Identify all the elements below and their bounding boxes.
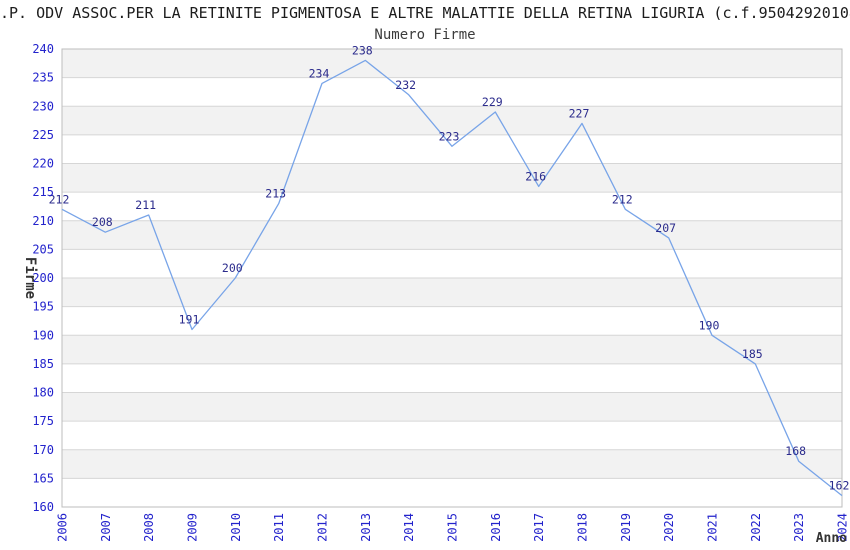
y-tick-label: 185 bbox=[32, 357, 54, 371]
x-tick-label: 2015 bbox=[446, 513, 460, 542]
data-point-label: 190 bbox=[699, 318, 720, 332]
data-point-label: 216 bbox=[525, 169, 546, 183]
data-point-label: 234 bbox=[309, 66, 330, 80]
x-axis-title: Anno bbox=[815, 531, 847, 546]
x-tick-label: 2018 bbox=[576, 513, 590, 542]
data-point-label: 168 bbox=[785, 444, 806, 458]
x-tick-label: 2006 bbox=[56, 513, 70, 542]
chart-subtitle: Numero Firme bbox=[374, 27, 476, 43]
plot-band bbox=[62, 163, 842, 193]
x-tick-label: 2024 bbox=[836, 513, 850, 542]
y-tick-label: 190 bbox=[32, 328, 54, 342]
plot-band bbox=[62, 449, 842, 479]
plot-band bbox=[62, 220, 842, 250]
x-tick-label: 2014 bbox=[402, 513, 416, 542]
plot-band bbox=[62, 49, 842, 78]
y-tick-label: 195 bbox=[32, 300, 54, 314]
x-tick-label: 2012 bbox=[316, 513, 330, 542]
data-point-label: 229 bbox=[482, 95, 503, 109]
x-tick-label: 2017 bbox=[532, 513, 546, 542]
x-tick-label: 2023 bbox=[792, 513, 806, 542]
y-tick-label: 165 bbox=[32, 471, 54, 485]
x-tick-label: 2011 bbox=[272, 513, 286, 542]
y-tick-label: 170 bbox=[32, 443, 54, 457]
data-point-label: 162 bbox=[829, 479, 850, 493]
y-tick-label: 220 bbox=[32, 157, 54, 171]
x-tick-label: 2009 bbox=[186, 513, 200, 542]
y-axis-title: Firme bbox=[22, 256, 38, 300]
plot-band bbox=[62, 392, 842, 422]
data-point-label: 207 bbox=[655, 221, 676, 235]
y-tick-label: 215 bbox=[32, 185, 54, 199]
data-point-label: 200 bbox=[222, 261, 243, 275]
data-point-label: 212 bbox=[49, 192, 70, 206]
x-tick-label: 2016 bbox=[489, 513, 503, 542]
data-point-label: 185 bbox=[742, 347, 763, 361]
plot-border bbox=[61, 48, 843, 508]
y-tick-label: 235 bbox=[32, 71, 54, 85]
y-tick-label: 180 bbox=[32, 386, 54, 400]
chart-title: .P. ODV ASSOC.PER LA RETINITE PIGMENTOSA… bbox=[0, 4, 850, 22]
plot-band bbox=[62, 106, 842, 135]
data-point-label: 211 bbox=[135, 198, 156, 212]
x-tick-label: 2010 bbox=[229, 513, 243, 542]
data-point-label: 208 bbox=[92, 215, 113, 229]
y-tick-label: 240 bbox=[32, 42, 54, 56]
data-point-label: 223 bbox=[439, 129, 460, 143]
data-point-label: 232 bbox=[395, 78, 416, 92]
y-tick-label: 210 bbox=[32, 214, 54, 228]
x-tick-label: 2022 bbox=[749, 513, 763, 542]
x-tick-label: 2008 bbox=[142, 513, 156, 542]
y-tick-label: 205 bbox=[32, 242, 54, 256]
series-line bbox=[61, 59, 843, 497]
data-point-label: 238 bbox=[352, 43, 373, 57]
x-tick-label: 2007 bbox=[99, 513, 113, 542]
y-tick-label: 200 bbox=[32, 271, 54, 285]
data-point-label: 213 bbox=[265, 187, 286, 201]
y-tick-label: 225 bbox=[32, 128, 54, 142]
x-tick-label: 2013 bbox=[359, 513, 373, 542]
data-point-label: 212 bbox=[612, 192, 633, 206]
x-tick-label: 2020 bbox=[662, 513, 676, 542]
x-tick-label: 2019 bbox=[619, 513, 633, 542]
data-point-label: 191 bbox=[179, 313, 200, 327]
y-tick-label: 160 bbox=[32, 500, 54, 514]
plot-band bbox=[62, 335, 842, 364]
x-tick-label: 2021 bbox=[706, 513, 720, 542]
y-tick-label: 230 bbox=[32, 99, 54, 113]
plot-band bbox=[62, 278, 842, 307]
data-point-label: 227 bbox=[569, 106, 590, 120]
y-tick-label: 175 bbox=[32, 414, 54, 428]
